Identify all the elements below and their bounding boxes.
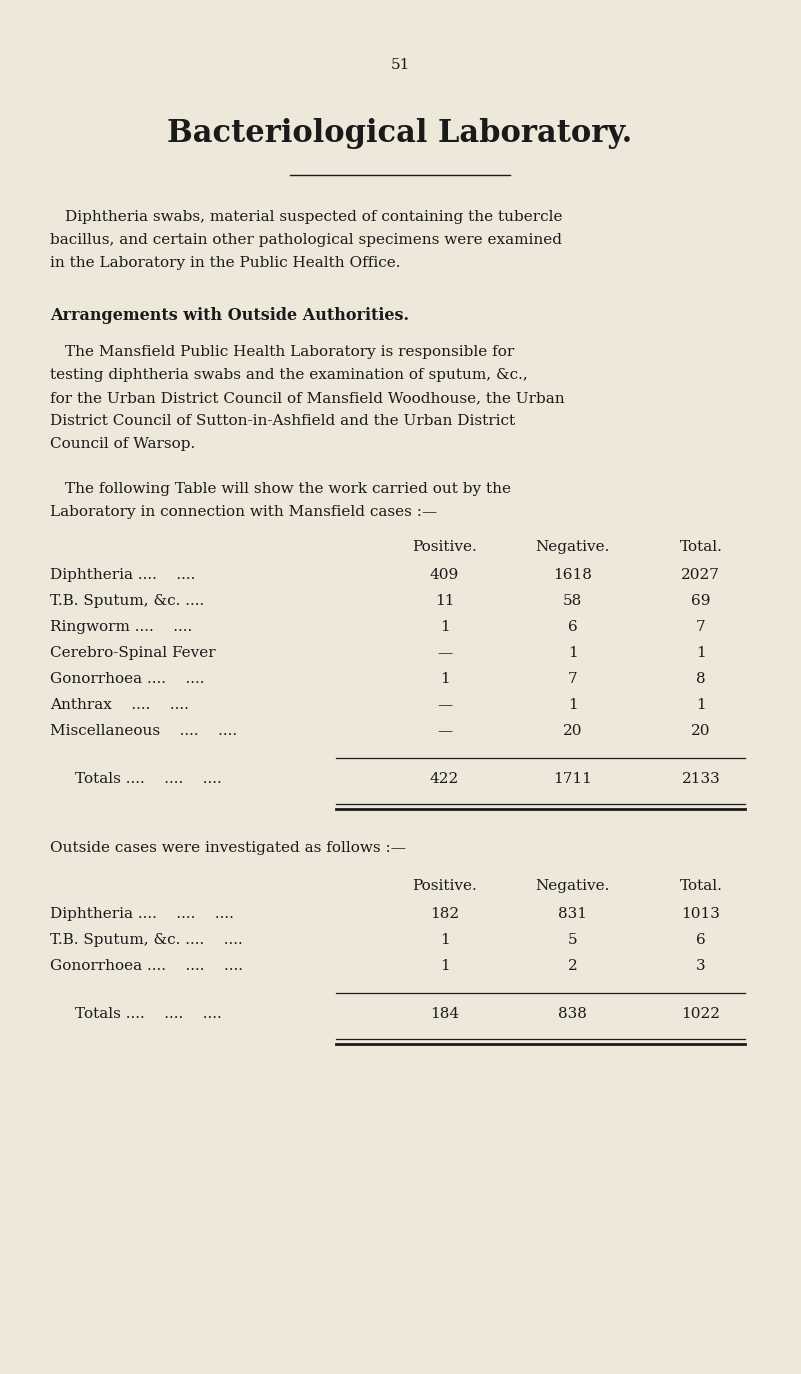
Text: Positive.: Positive. <box>413 879 477 893</box>
Text: The Mansfield Public Health Laboratory is responsible for: The Mansfield Public Health Laboratory i… <box>65 345 514 359</box>
Text: 409: 409 <box>430 567 459 583</box>
Text: 6: 6 <box>568 620 578 633</box>
Text: Cerebro-Spinal Fever: Cerebro-Spinal Fever <box>50 646 215 660</box>
Text: 7: 7 <box>568 672 578 686</box>
Text: 69: 69 <box>691 594 710 609</box>
Text: Total.: Total. <box>679 879 723 893</box>
Text: 182: 182 <box>430 907 459 921</box>
Text: 838: 838 <box>558 1007 587 1021</box>
Text: Total.: Total. <box>679 540 723 554</box>
Text: 5: 5 <box>568 933 578 947</box>
Text: Gonorrhoea ....    ....: Gonorrhoea .... .... <box>50 672 204 686</box>
Text: testing diphtheria swabs and the examination of sputum, &c.,: testing diphtheria swabs and the examina… <box>50 368 528 382</box>
Text: 1: 1 <box>696 698 706 712</box>
Text: Bacteriological Laboratory.: Bacteriological Laboratory. <box>167 118 633 148</box>
Text: for the Urban District Council of Mansfield Woodhouse, the Urban: for the Urban District Council of Mansfi… <box>50 392 565 405</box>
Text: Laboratory in connection with Mansfield cases :—: Laboratory in connection with Mansfield … <box>50 506 437 519</box>
Text: 1711: 1711 <box>553 772 592 786</box>
Text: 1: 1 <box>568 698 578 712</box>
Text: 1: 1 <box>440 620 449 633</box>
Text: T.B. Sputum, &c. ....: T.B. Sputum, &c. .... <box>50 594 204 609</box>
Text: 58: 58 <box>563 594 582 609</box>
Text: in the Laboratory in the Public Health Office.: in the Laboratory in the Public Health O… <box>50 256 400 271</box>
Text: Diphtheria swabs, material suspected of containing the tubercle: Diphtheria swabs, material suspected of … <box>65 210 562 224</box>
Text: Anthrax    ....    ....: Anthrax .... .... <box>50 698 189 712</box>
Text: 422: 422 <box>430 772 459 786</box>
Text: 184: 184 <box>430 1007 459 1021</box>
Text: 2: 2 <box>568 959 578 973</box>
Text: Ringworm ....    ....: Ringworm .... .... <box>50 620 192 633</box>
Text: 2027: 2027 <box>682 567 720 583</box>
Text: 2133: 2133 <box>682 772 720 786</box>
Text: Miscellaneous    ....    ....: Miscellaneous .... .... <box>50 724 237 738</box>
Text: bacillus, and certain other pathological specimens were examined: bacillus, and certain other pathological… <box>50 234 562 247</box>
Text: 1: 1 <box>440 959 449 973</box>
Text: District Council of Sutton-in-Ashfield and the Urban District: District Council of Sutton-in-Ashfield a… <box>50 414 515 427</box>
Text: Totals ....    ....    ....: Totals .... .... .... <box>75 1007 222 1021</box>
Text: The following Table will show the work carried out by the: The following Table will show the work c… <box>65 482 511 496</box>
Text: 1618: 1618 <box>553 567 592 583</box>
Text: Outside cases were investigated as follows :—: Outside cases were investigated as follo… <box>50 841 406 855</box>
Text: 11: 11 <box>435 594 454 609</box>
Text: 8: 8 <box>696 672 706 686</box>
Text: —: — <box>437 724 453 738</box>
Text: 831: 831 <box>558 907 587 921</box>
Text: Negative.: Negative. <box>536 879 610 893</box>
Text: —: — <box>437 646 453 660</box>
Text: 20: 20 <box>691 724 710 738</box>
Text: 1: 1 <box>696 646 706 660</box>
Text: 20: 20 <box>563 724 582 738</box>
Text: 1022: 1022 <box>682 1007 720 1021</box>
Text: Totals ....    ....    ....: Totals .... .... .... <box>75 772 222 786</box>
Text: T.B. Sputum, &c. ....    ....: T.B. Sputum, &c. .... .... <box>50 933 243 947</box>
Text: 1: 1 <box>440 933 449 947</box>
Text: Diphtheria ....    ....    ....: Diphtheria .... .... .... <box>50 907 234 921</box>
Text: 3: 3 <box>696 959 706 973</box>
Text: 1013: 1013 <box>682 907 720 921</box>
Text: 6: 6 <box>696 933 706 947</box>
Text: Gonorrhoea ....    ....    ....: Gonorrhoea .... .... .... <box>50 959 243 973</box>
Text: Council of Warsop.: Council of Warsop. <box>50 437 195 451</box>
Text: 7: 7 <box>696 620 706 633</box>
Text: Positive.: Positive. <box>413 540 477 554</box>
Text: Arrangements with Outside Authorities.: Arrangements with Outside Authorities. <box>50 306 409 324</box>
Text: 1: 1 <box>568 646 578 660</box>
Text: Negative.: Negative. <box>536 540 610 554</box>
Text: 1: 1 <box>440 672 449 686</box>
Text: 51: 51 <box>390 58 409 71</box>
Text: Diphtheria ....    ....: Diphtheria .... .... <box>50 567 195 583</box>
Text: —: — <box>437 698 453 712</box>
